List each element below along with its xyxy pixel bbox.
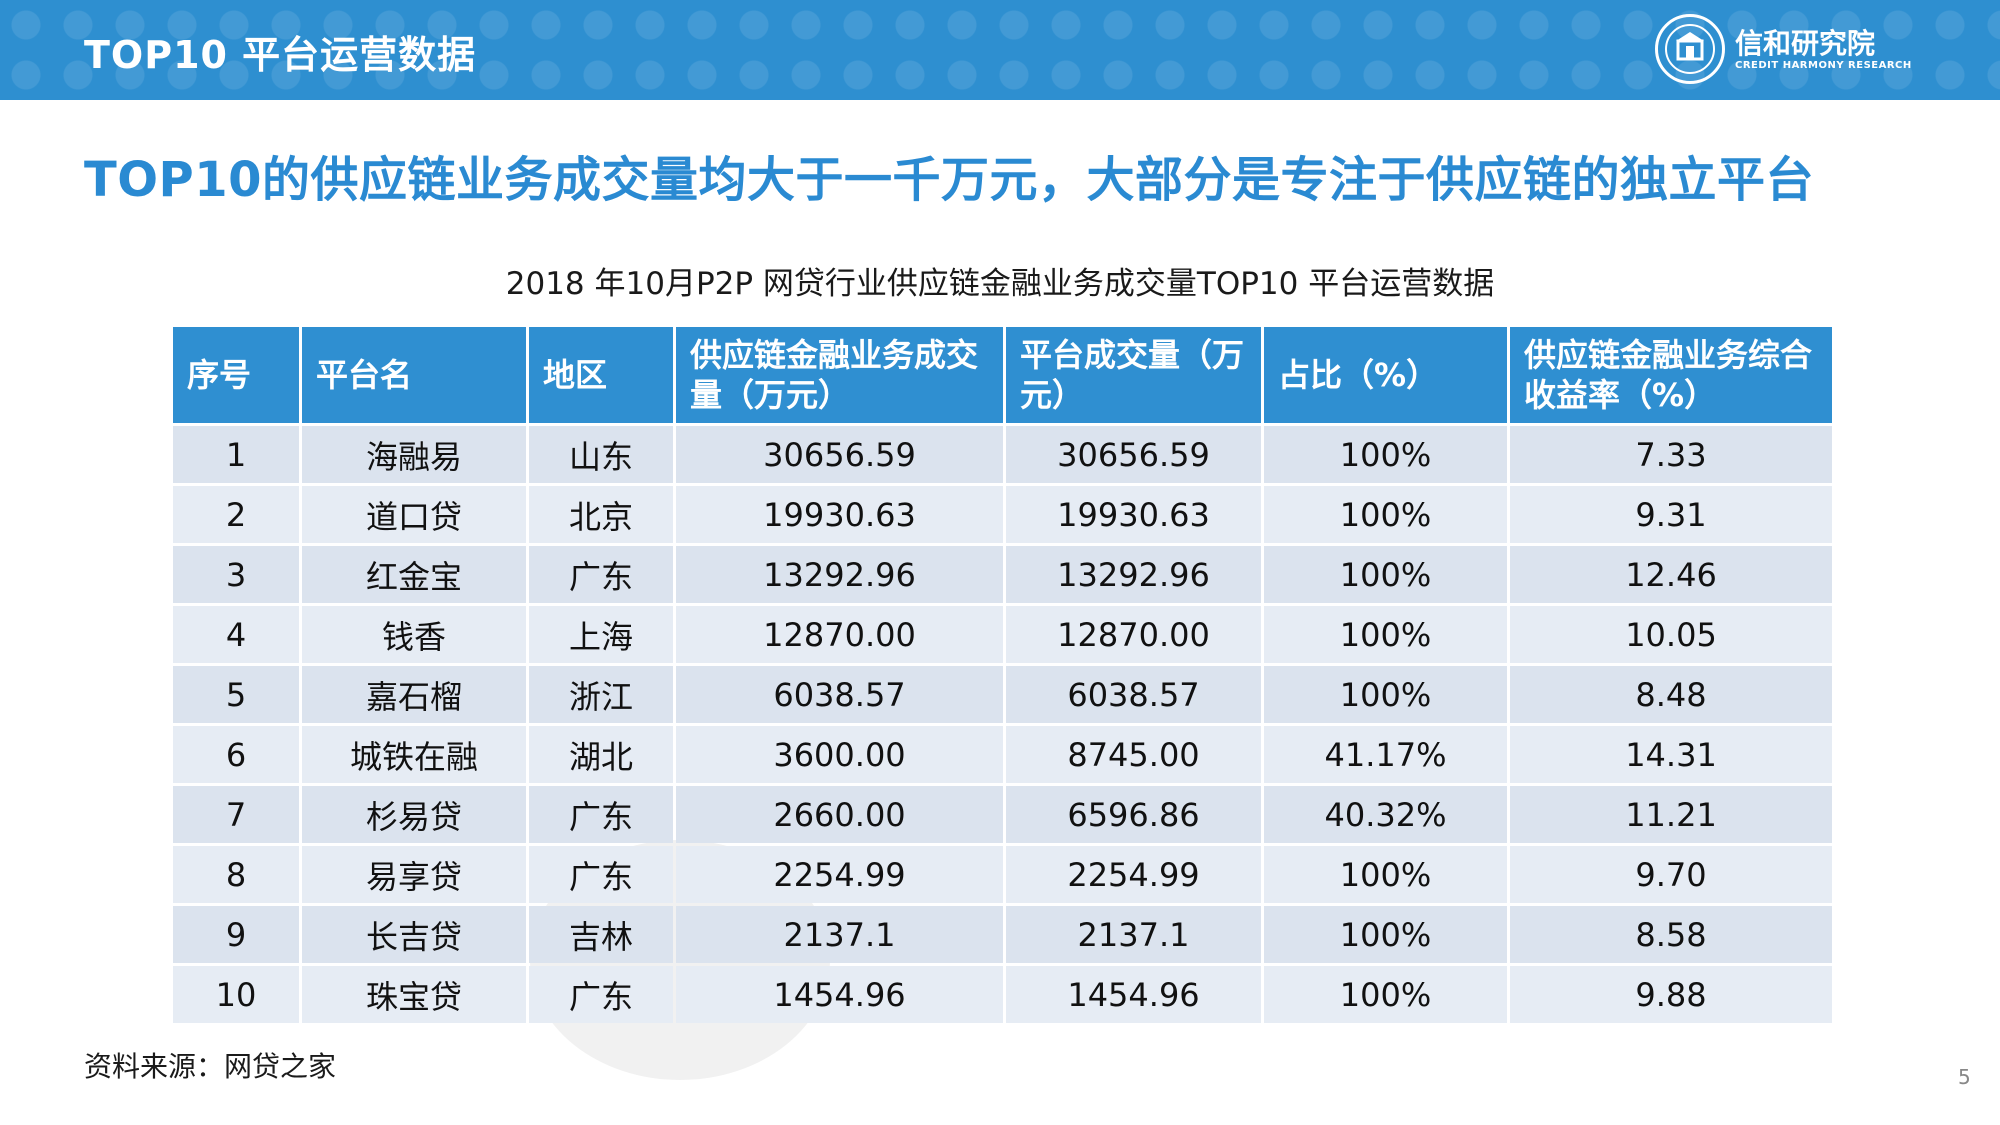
cell-platform: 珠宝贷 <box>302 966 526 1023</box>
cell-region: 广东 <box>529 966 673 1023</box>
cell-platform: 长吉贷 <box>302 906 526 963</box>
cell-share: 100% <box>1264 606 1507 663</box>
brand-logo: 信和研究院 CREDIT HARMONY RESEARCH <box>1655 14 1911 86</box>
cell-share: 100% <box>1264 426 1507 483</box>
table-row: 3 红金宝 广东 13292.96 13292.96 100% 12.46 <box>173 546 1832 603</box>
cell-platform-volume: 8745.00 <box>1006 726 1261 783</box>
cell-platform-volume: 2137.1 <box>1006 906 1261 963</box>
cell-supply-chain-volume: 2137.1 <box>676 906 1003 963</box>
cell-share: 100% <box>1264 906 1507 963</box>
cell-platform-volume: 30656.59 <box>1006 426 1261 483</box>
cell-yield: 7.33 <box>1510 426 1832 483</box>
cell-supply-chain-volume: 2660.00 <box>676 786 1003 843</box>
cell-supply-chain-volume: 3600.00 <box>676 726 1003 783</box>
cell-supply-chain-volume: 6038.57 <box>676 666 1003 723</box>
cell-yield: 9.88 <box>1510 966 1832 1023</box>
cell-platform: 城铁在融 <box>302 726 526 783</box>
cell-supply-chain-volume: 19930.63 <box>676 486 1003 543</box>
table-row: 5 嘉石榴 浙江 6038.57 6038.57 100% 8.48 <box>173 666 1832 723</box>
slide-headline: TOP10的供应链业务成交量均大于一千万元，大部分是专注于供应链的独立平台 <box>84 152 1815 208</box>
cell-region: 上海 <box>529 606 673 663</box>
cell-region: 山东 <box>529 426 673 483</box>
cell-supply-chain-volume: 13292.96 <box>676 546 1003 603</box>
cell-share: 100% <box>1264 666 1507 723</box>
cell-region: 浙江 <box>529 666 673 723</box>
cell-yield: 8.48 <box>1510 666 1832 723</box>
table-caption: 2018 年10月P2P 网贷行业供应链金融业务成交量TOP10 平台运营数据 <box>505 266 1495 302</box>
brand-name: 信和研究院 <box>1735 27 1876 60</box>
column-header-platform: 平台名 <box>302 327 526 423</box>
cell-index: 1 <box>173 426 299 483</box>
cell-share: 40.32% <box>1264 786 1507 843</box>
cell-platform-volume: 12870.00 <box>1006 606 1261 663</box>
cell-platform: 嘉石榴 <box>302 666 526 723</box>
cell-yield: 12.46 <box>1510 546 1832 603</box>
cell-platform-volume: 6038.57 <box>1006 666 1261 723</box>
cell-share: 100% <box>1264 546 1507 603</box>
cell-index: 2 <box>173 486 299 543</box>
cell-region: 湖北 <box>529 726 673 783</box>
cell-yield: 9.31 <box>1510 486 1832 543</box>
cell-platform-volume: 13292.96 <box>1006 546 1261 603</box>
cell-share: 100% <box>1264 966 1507 1023</box>
table-row: 4 钱香 上海 12870.00 12870.00 100% 10.05 <box>173 606 1832 663</box>
cell-yield: 14.31 <box>1510 726 1832 783</box>
cell-platform: 道口贷 <box>302 486 526 543</box>
column-header-share: 占比（%） <box>1264 327 1507 423</box>
cell-platform-volume: 1454.96 <box>1006 966 1261 1023</box>
cell-supply-chain-volume: 1454.96 <box>676 966 1003 1023</box>
column-header-region: 地区 <box>529 327 673 423</box>
section-title: TOP10 平台运营数据 <box>84 33 477 77</box>
column-header-yield: 供应链金融业务综合收益率（%） <box>1510 327 1832 423</box>
cell-region: 广东 <box>529 546 673 603</box>
cell-index: 3 <box>173 546 299 603</box>
table-row: 2 道口贷 北京 19930.63 19930.63 100% 9.31 <box>173 486 1832 543</box>
cell-yield: 10.05 <box>1510 606 1832 663</box>
header-bar: TOP10 平台运营数据 信和研究院 CREDIT HARMONY RESEAR… <box>0 0 2000 100</box>
cell-yield: 9.70 <box>1510 846 1832 903</box>
table-row: 9 长吉贷 吉林 2137.1 2137.1 100% 8.58 <box>173 906 1832 963</box>
cell-index: 7 <box>173 786 299 843</box>
cell-index: 5 <box>173 666 299 723</box>
cell-platform-volume: 6596.86 <box>1006 786 1261 843</box>
column-header-index: 序号 <box>173 327 299 423</box>
cell-region: 吉林 <box>529 906 673 963</box>
cell-region: 北京 <box>529 486 673 543</box>
table-row: 6 城铁在融 湖北 3600.00 8745.00 41.17% 14.31 <box>173 726 1832 783</box>
cell-index: 9 <box>173 906 299 963</box>
column-header-platform-volume: 平台成交量（万元） <box>1006 327 1261 423</box>
data-table: 序号 平台名 地区 供应链金融业务成交量（万元） 平台成交量（万元） 占比（%）… <box>170 324 1835 1026</box>
cell-platform: 钱香 <box>302 606 526 663</box>
cell-index: 8 <box>173 846 299 903</box>
cell-yield: 8.58 <box>1510 906 1832 963</box>
cell-platform: 易享贷 <box>302 846 526 903</box>
cell-platform: 杉易贷 <box>302 786 526 843</box>
cell-supply-chain-volume: 30656.59 <box>676 426 1003 483</box>
table-header-row: 序号 平台名 地区 供应链金融业务成交量（万元） 平台成交量（万元） 占比（%）… <box>173 327 1832 423</box>
cell-region: 广东 <box>529 786 673 843</box>
cell-index: 4 <box>173 606 299 663</box>
page-number: 5 <box>1958 1065 1971 1089</box>
cell-region: 广东 <box>529 846 673 903</box>
table-row: 10 珠宝贷 广东 1454.96 1454.96 100% 9.88 <box>173 966 1832 1023</box>
cell-supply-chain-volume: 2254.99 <box>676 846 1003 903</box>
table-row: 1 海融易 山东 30656.59 30656.59 100% 7.33 <box>173 426 1832 483</box>
cell-platform: 红金宝 <box>302 546 526 603</box>
column-header-supply-chain-volume: 供应链金融业务成交量（万元） <box>676 327 1003 423</box>
cell-share: 41.17% <box>1264 726 1507 783</box>
source-note: 资料来源：网贷之家 <box>84 1050 337 1083</box>
cell-share: 100% <box>1264 486 1507 543</box>
cell-share: 100% <box>1264 846 1507 903</box>
table-row: 8 易享贷 广东 2254.99 2254.99 100% 9.70 <box>173 846 1832 903</box>
seal-icon <box>1655 14 1725 84</box>
cell-platform-volume: 2254.99 <box>1006 846 1261 903</box>
cell-yield: 11.21 <box>1510 786 1832 843</box>
cell-platform-volume: 19930.63 <box>1006 486 1261 543</box>
cell-platform: 海融易 <box>302 426 526 483</box>
table-row: 7 杉易贷 广东 2660.00 6596.86 40.32% 11.21 <box>173 786 1832 843</box>
brand-english-name: CREDIT HARMONY RESEARCH <box>1735 60 1912 71</box>
cell-index: 6 <box>173 726 299 783</box>
cell-supply-chain-volume: 12870.00 <box>676 606 1003 663</box>
cell-index: 10 <box>173 966 299 1023</box>
